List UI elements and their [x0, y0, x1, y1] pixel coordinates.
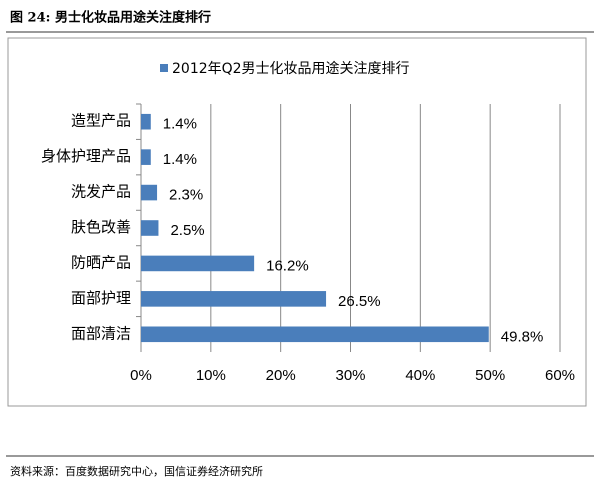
- x-tick-label: 30%: [335, 367, 365, 384]
- y-tick-label: 造型产品: [71, 112, 131, 130]
- bar: [141, 255, 255, 272]
- y-tick-label: 身体护理产品: [41, 147, 131, 165]
- data-label: 1.4%: [163, 151, 197, 168]
- legend-swatch: [160, 64, 168, 72]
- data-label: 2.3%: [169, 187, 203, 204]
- bar: [141, 113, 151, 130]
- x-tick-label: 10%: [196, 367, 226, 384]
- data-label: 49.8%: [501, 328, 544, 345]
- bar: [141, 326, 489, 343]
- y-tick-label: 面部护理: [71, 289, 131, 307]
- x-tick-label: 0%: [130, 367, 152, 384]
- y-tick-label: 肤色改善: [71, 218, 131, 236]
- x-tick-label: 20%: [266, 367, 296, 384]
- chart-frame: [7, 37, 587, 407]
- x-tick-label: 50%: [475, 367, 505, 384]
- y-tick-label: 洗发产品: [71, 183, 131, 201]
- figure-title: 图 24: 男士化妆品用途关注度排行: [10, 10, 211, 26]
- legend-label: 2012年Q2男士化妆品用途关注度排行: [172, 60, 410, 77]
- bar: [141, 184, 158, 201]
- data-label: 16.2%: [266, 257, 309, 274]
- data-label: 2.5%: [170, 222, 204, 239]
- data-label: 1.4%: [163, 116, 197, 133]
- source-note: 资料来源：百度数据研究中心，国信证券经济研究所: [10, 464, 263, 478]
- y-tick-label: 面部清洁: [71, 324, 131, 342]
- x-tick-label: 40%: [405, 367, 435, 384]
- bar: [141, 220, 159, 236]
- y-tick-label: 防晒产品: [71, 253, 131, 271]
- x-tick-label: 60%: [545, 367, 575, 384]
- bar: [141, 149, 151, 165]
- data-label: 26.5%: [338, 293, 381, 310]
- bar: [141, 291, 327, 307]
